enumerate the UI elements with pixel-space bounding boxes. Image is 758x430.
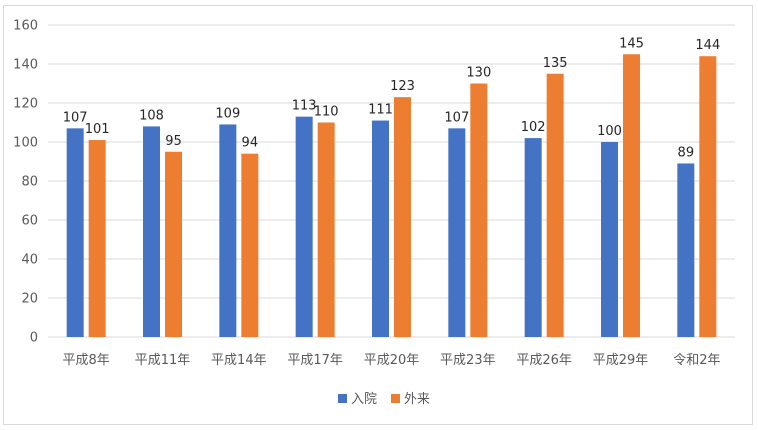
data-label: 135 [543, 56, 568, 71]
y-axis-ticks: 0 20 40 60 80 100 120 140 160 [13, 19, 38, 346]
bar-1 [317, 122, 335, 337]
bar-0 [372, 120, 389, 337]
data-label: 130 [466, 66, 491, 81]
x-tick-label: 平成20年 [364, 353, 420, 368]
data-label: 107 [63, 110, 88, 125]
bar-1 [623, 54, 640, 337]
legend-swatch [391, 394, 400, 403]
x-tick-label: 平成23年 [440, 353, 496, 368]
x-tick-label: 平成17年 [287, 353, 343, 368]
bar-1 [394, 97, 411, 338]
legend-label: 外来 [404, 392, 430, 407]
data-label: 113 [292, 99, 317, 114]
data-label: 110 [314, 105, 339, 120]
y-tick-label: 100 [13, 136, 38, 151]
data-label: 145 [619, 36, 644, 51]
bar-0 [295, 116, 313, 338]
data-label: 108 [139, 108, 164, 123]
y-tick-label: 20 [21, 292, 38, 307]
y-tick-label: 40 [21, 253, 38, 268]
data-label: 109 [215, 106, 240, 121]
data-label: 111 [368, 103, 393, 118]
y-tick-label: 120 [13, 97, 38, 112]
bar-1 [546, 73, 564, 337]
x-tick-label: 平成29年 [593, 353, 649, 368]
data-label: 94 [242, 136, 259, 151]
bar-1 [88, 140, 106, 337]
x-tick-label: 平成8年 [63, 353, 110, 368]
legend: 入院 外来 [338, 392, 430, 407]
bar-0 [143, 126, 160, 338]
x-tick-label: 令和2年 [673, 353, 720, 368]
data-label: 100 [597, 124, 622, 139]
y-tick-label: 0 [30, 331, 38, 346]
data-label: 102 [521, 120, 546, 135]
bar-1 [165, 151, 182, 337]
bar-0 [66, 128, 84, 337]
bar-0 [219, 124, 237, 337]
bar-0 [677, 163, 695, 337]
data-label: 107 [444, 110, 469, 125]
y-tick-label: 80 [21, 175, 38, 190]
data-label: 101 [85, 122, 110, 137]
y-tick-label: 160 [13, 19, 38, 34]
data-label: 95 [165, 134, 182, 149]
data-label: 89 [678, 145, 695, 160]
bar-1 [470, 83, 488, 337]
bar-1 [699, 56, 717, 337]
legend-label: 入院 [351, 392, 377, 407]
x-tick-label: 平成11年 [135, 353, 191, 368]
x-tick-label: 平成26年 [516, 353, 572, 368]
bar-0 [524, 138, 542, 337]
gridlines [48, 24, 735, 338]
x-tick-label: 平成14年 [211, 353, 267, 368]
y-tick-label: 140 [13, 58, 38, 73]
y-tick-label: 60 [21, 214, 38, 229]
legend-swatch [338, 394, 347, 403]
bar-0 [601, 142, 618, 337]
x-axis-ticks: 平成8年 平成11年 平成14年 平成17年 平成20年 平成23年 平成26年 平成29年 令… [63, 353, 721, 368]
bar-1 [241, 153, 259, 337]
data-label: 123 [390, 79, 415, 94]
bar-0 [448, 128, 466, 337]
bars [66, 54, 717, 338]
data-label: 144 [695, 38, 720, 53]
